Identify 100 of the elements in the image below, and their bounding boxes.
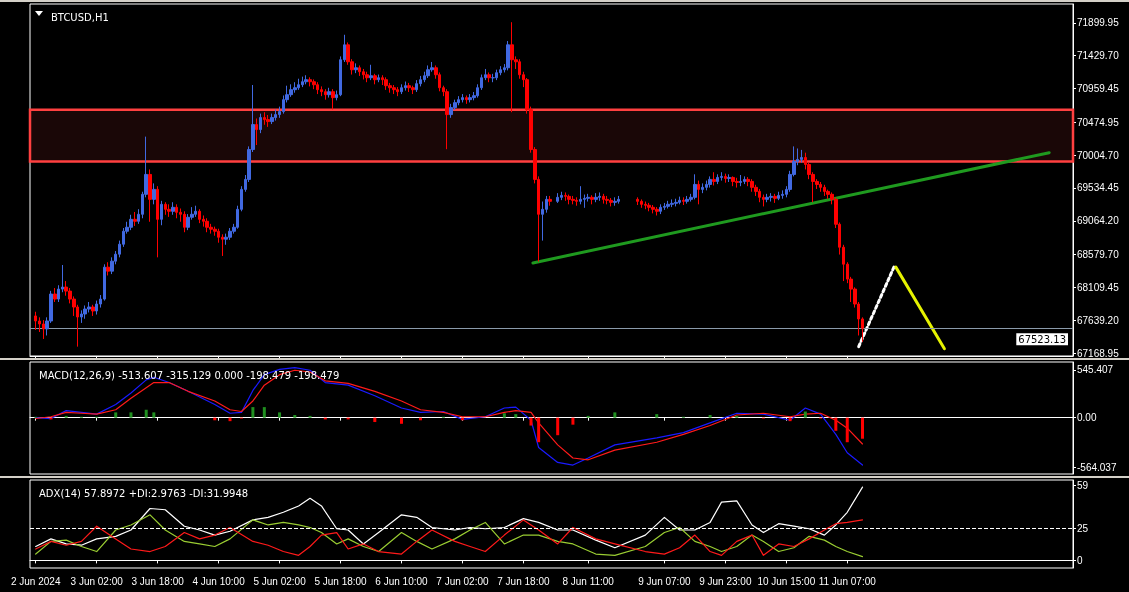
candlestick	[365, 71, 369, 83]
candlestick	[548, 195, 552, 207]
candlestick	[133, 211, 137, 227]
bar	[529, 417, 533, 426]
candlestick	[167, 203, 171, 218]
candlestick	[659, 203, 662, 215]
candlestick	[556, 192, 559, 204]
candlestick	[571, 195, 575, 205]
candlestick	[567, 194, 571, 205]
candlestick	[171, 201, 175, 216]
y-tick-label: 70474.95	[1077, 116, 1120, 128]
candlestick	[415, 79, 418, 93]
bar	[708, 415, 712, 418]
x-tick-label: 2 Jun 2024	[10, 575, 61, 587]
bar	[571, 417, 575, 425]
y-tick-label: 25	[1077, 523, 1089, 535]
candlestick	[331, 88, 335, 110]
candlestick	[324, 88, 327, 101]
candlestick	[739, 174, 742, 187]
y-tick-label: 0	[1077, 554, 1083, 566]
bar	[514, 414, 518, 418]
x-tick-label: 10 Jun 15:00	[757, 575, 816, 587]
candlestick	[400, 83, 403, 95]
candlestick	[510, 21, 514, 113]
candlestick	[487, 71, 491, 83]
candlestick	[594, 192, 598, 203]
candlestick	[106, 261, 110, 276]
y-tick-label: 69064.20	[1077, 215, 1120, 227]
y-tick-label: 70004.70	[1077, 149, 1120, 161]
candlestick	[666, 200, 670, 209]
candlestick	[826, 189, 830, 200]
bar	[373, 417, 377, 423]
candlestick	[205, 217, 209, 233]
y-tick-label: 71429.70	[1077, 50, 1120, 62]
y-tick-label: 67639.20	[1077, 314, 1120, 326]
candlestick	[560, 191, 563, 201]
candlestick	[381, 74, 384, 86]
bar	[537, 417, 541, 443]
candlestick	[160, 200, 163, 226]
candlestick	[823, 184, 826, 197]
candlestick	[221, 233, 224, 257]
x-tick-label: 9 Jun 23:00	[699, 575, 752, 587]
bar	[502, 413, 506, 418]
candlestick	[819, 181, 822, 193]
candlestick	[468, 93, 472, 103]
candlestick	[720, 171, 723, 182]
candlestick	[743, 175, 746, 185]
y-tick-label: 68579.70	[1077, 249, 1120, 261]
x-tick-label: 7 Jun 02:00	[436, 575, 490, 587]
candlestick	[228, 227, 232, 241]
candlestick	[579, 185, 582, 205]
candlestick	[716, 173, 719, 185]
candlestick	[297, 78, 300, 91]
candlestick	[255, 117, 258, 146]
ref-line-label: 67523.13	[1018, 333, 1066, 345]
y-tick-label: 68109.45	[1077, 281, 1120, 293]
candlestick	[457, 95, 460, 106]
candlestick	[499, 65, 502, 76]
candlestick	[392, 84, 396, 95]
candlestick	[727, 173, 731, 183]
text: BTCUSD,H1	[51, 11, 109, 23]
candlestick	[777, 191, 780, 201]
candlestick	[354, 62, 358, 74]
candlestick	[724, 173, 727, 184]
candlestick	[373, 73, 377, 85]
candlestick	[647, 202, 651, 212]
candlestick	[266, 114, 270, 128]
candlestick	[765, 193, 769, 203]
bar	[114, 412, 118, 418]
bar	[278, 412, 282, 418]
bar	[556, 417, 560, 436]
candlestick	[289, 83, 293, 98]
candlestick	[198, 208, 201, 224]
candlestick	[301, 76, 304, 88]
candlestick	[701, 182, 704, 194]
candlestick	[693, 173, 697, 200]
candlestick	[506, 40, 510, 71]
candlestick	[327, 87, 331, 99]
candlestick	[758, 188, 761, 203]
candlestick	[800, 149, 803, 163]
candlestick	[263, 111, 266, 126]
bar	[655, 414, 659, 418]
x-tick-label: 3 Jun 02:00	[70, 575, 124, 587]
candlestick	[426, 64, 430, 79]
candlestick	[377, 74, 380, 83]
candlestick	[293, 81, 297, 94]
candlestick	[697, 180, 700, 205]
x-tick-label: 6 Jun 10:00	[375, 575, 429, 587]
candlestick	[773, 193, 777, 204]
bar	[845, 417, 849, 443]
candlestick	[674, 198, 678, 207]
bar	[262, 407, 266, 418]
candlestick	[708, 175, 712, 189]
candlestick	[369, 64, 373, 81]
candlestick	[781, 189, 784, 200]
candlestick	[449, 103, 453, 119]
bar	[144, 409, 148, 418]
candlestick	[564, 191, 567, 202]
candlestick	[731, 175, 735, 187]
candlestick	[312, 78, 316, 90]
